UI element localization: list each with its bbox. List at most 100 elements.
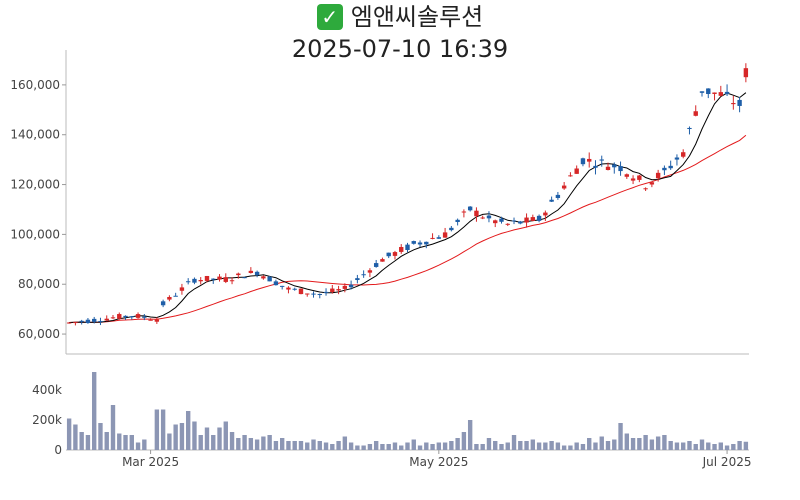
volume-bar — [66, 418, 72, 450]
volume-bar — [79, 432, 84, 450]
volume-bar — [605, 441, 611, 450]
volume-bar — [305, 442, 310, 450]
candle-body — [668, 165, 673, 169]
candle-body — [618, 166, 623, 172]
candle-body — [167, 296, 172, 300]
candle-body — [323, 291, 329, 293]
candle-body — [386, 252, 391, 257]
volume-bar — [254, 439, 260, 450]
volume-bar — [687, 441, 692, 450]
candle-body — [211, 278, 216, 280]
volume-bar — [298, 441, 304, 450]
volume-bar — [204, 427, 210, 450]
volume-bar — [129, 435, 134, 450]
volume-bar — [311, 439, 316, 450]
candle-body — [624, 174, 630, 177]
candle-body — [687, 127, 692, 130]
candle-body — [511, 220, 517, 222]
candle-body — [373, 263, 379, 267]
candle-body — [493, 220, 498, 224]
volume-bar — [348, 442, 354, 450]
volume-bar — [292, 441, 297, 450]
volume-bar — [593, 442, 598, 450]
volume-bar — [587, 438, 592, 450]
candle-body — [160, 301, 166, 306]
candle-body — [662, 167, 667, 171]
volume-bar — [223, 421, 228, 450]
volume-bar — [92, 372, 97, 450]
price-y-tick-label: 120,000 — [10, 178, 60, 192]
candle-body — [518, 221, 523, 224]
volume-bar — [518, 441, 523, 450]
volume-bar — [417, 445, 423, 450]
volume-bar — [342, 436, 348, 450]
volume-bar — [261, 436, 266, 450]
volume-bar — [737, 441, 742, 450]
volume-bar — [499, 444, 504, 450]
candle-body — [142, 316, 147, 318]
volume-bar — [361, 445, 366, 450]
candle-body — [405, 244, 410, 251]
volume-bar — [724, 445, 730, 450]
candle-body — [424, 241, 429, 245]
volume-bar — [630, 438, 636, 450]
candle-body — [430, 237, 435, 239]
candle-body — [718, 92, 723, 96]
candle-body — [467, 206, 473, 211]
candle-body — [129, 316, 134, 318]
volume-bar — [480, 444, 485, 450]
candle-body — [110, 317, 116, 319]
candle-body — [85, 319, 91, 324]
x-tick-label: Mar 2025 — [122, 455, 179, 469]
candle-body — [154, 319, 160, 322]
candle-body — [92, 318, 97, 322]
volume-bar — [511, 435, 517, 450]
candle-body — [305, 293, 310, 295]
ma-short-line — [69, 92, 747, 323]
candle-body — [681, 152, 686, 157]
volume-bar — [693, 444, 698, 450]
candle-body — [593, 165, 598, 168]
candle-body — [724, 91, 730, 95]
candle-body — [731, 103, 736, 105]
candle-body — [543, 212, 548, 216]
volume-bar — [530, 439, 536, 450]
candle-body — [499, 218, 504, 222]
volume-bar — [568, 445, 573, 450]
volume-bar — [185, 411, 191, 450]
volume-bar — [655, 436, 661, 450]
volume-bar — [649, 439, 655, 450]
volume-bar — [323, 442, 329, 450]
price-y-tick-label: 160,000 — [10, 78, 60, 92]
volume-bar — [436, 442, 442, 450]
volume-bar — [624, 433, 630, 450]
candle-body — [612, 164, 617, 168]
candle-body — [286, 287, 291, 290]
candle-body — [236, 273, 241, 276]
volume-bar — [399, 445, 404, 450]
candle-body — [699, 91, 705, 93]
candle-body — [411, 241, 416, 244]
volume-bar — [442, 442, 448, 450]
volume-bar — [355, 445, 360, 450]
candle-body — [330, 288, 335, 292]
candle-body — [743, 68, 749, 78]
price-y-tick-label: 100,000 — [10, 227, 60, 241]
candle-body — [123, 315, 128, 318]
candle-body — [104, 318, 109, 321]
volume-bar — [424, 442, 429, 450]
check-mark-icon: ✓ — [316, 4, 343, 30]
volume-bar — [85, 435, 91, 450]
volume-bar — [543, 442, 548, 450]
volume-bar — [236, 438, 241, 450]
volume-bar — [561, 445, 567, 450]
ma-long-line — [69, 134, 747, 323]
volume-bar — [731, 444, 736, 450]
candle-body — [449, 227, 454, 231]
volume-bar — [505, 442, 510, 450]
volume-bar — [173, 424, 178, 450]
candle-body — [461, 211, 467, 213]
candle-body — [580, 158, 586, 165]
volume-bar — [612, 439, 617, 450]
volume-bar — [386, 444, 391, 450]
